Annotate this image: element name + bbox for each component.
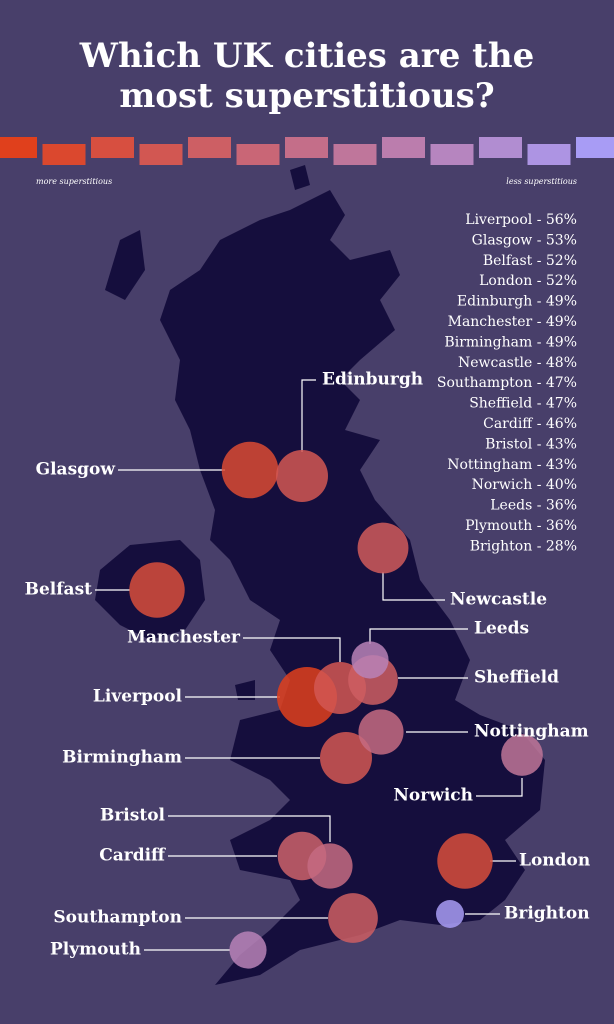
city-label: Leeds — [474, 619, 529, 639]
scale-swatch — [576, 137, 614, 158]
ranking-item: Manchester - 49% — [448, 314, 577, 330]
scale-swatch — [91, 137, 134, 158]
ranking-item: London - 52% — [479, 273, 577, 289]
city-bubble — [501, 734, 543, 776]
scale-swatch — [139, 144, 183, 165]
city-bubble — [221, 441, 279, 499]
scale-swatch — [188, 137, 231, 158]
ranking-item: Norwich - 40% — [472, 477, 577, 493]
ranking-item: Southampton - 47% — [437, 375, 577, 391]
city-bubble — [229, 931, 267, 969]
city-bubble — [276, 450, 328, 502]
ranking-item: Bristol - 43% — [485, 436, 577, 452]
leader-line — [369, 628, 468, 644]
leader-line — [301, 379, 316, 452]
scale-swatch — [285, 137, 328, 158]
scale-swatch — [430, 144, 474, 165]
city-label: Norwich — [393, 786, 473, 806]
city-label: Brighton — [504, 904, 590, 924]
city-bubble — [436, 900, 464, 928]
scale-label: more superstitious — [36, 177, 112, 186]
bubbles — [129, 441, 543, 969]
city-label: Glasgow — [36, 460, 116, 480]
ranking-item: Birmingham - 49% — [444, 334, 577, 350]
city-label: Edinburgh — [322, 370, 423, 390]
city-label: Southampton — [53, 908, 182, 928]
scale-swatch — [0, 137, 37, 158]
city-bubble — [129, 562, 185, 618]
city-bubble — [357, 522, 409, 574]
city-label: Nottingham — [474, 722, 589, 742]
leader-line — [243, 637, 341, 662]
city-label: Newcastle — [450, 590, 547, 610]
city-labels: Liverpool Glasgow Belfast London Edinburgh Ma… — [25, 370, 591, 960]
ranking-item: Cardiff - 46% — [483, 416, 577, 432]
city-bubble — [328, 893, 378, 943]
ranking-item: Leeds - 36% — [490, 498, 577, 514]
city-bubble — [307, 843, 353, 889]
city-label: Sheffield — [474, 668, 559, 688]
city-label: London — [519, 851, 590, 871]
city-bubble — [351, 641, 389, 679]
ranking-item: Glasgow - 53% — [472, 232, 577, 248]
leader-lines — [95, 379, 523, 951]
city-label: Manchester — [127, 628, 241, 648]
scale-swatch — [236, 144, 280, 165]
title: Which UK cities are the — [79, 36, 534, 76]
city-label: Birmingham — [62, 748, 182, 768]
ranking-item: Newcastle - 48% — [458, 355, 577, 371]
color-scale — [0, 137, 614, 165]
city-label: Belfast — [25, 580, 93, 600]
city-label: Plymouth — [50, 940, 141, 960]
scale-swatch — [42, 144, 86, 165]
city-bubble — [320, 732, 372, 784]
ranking-item: Brighton - 28% — [470, 538, 577, 554]
title: most superstitious? — [119, 76, 494, 116]
city-label: Bristol — [100, 806, 166, 826]
city-label: Liverpool — [93, 687, 183, 707]
leader-line — [476, 778, 523, 797]
ranking-list: Liverpool - 56% Glasgow - 53% Belfast - 52… — [437, 212, 577, 554]
scale-label: less superstitious — [506, 177, 577, 186]
ranking-item: Nottingham - 43% — [447, 457, 577, 473]
ranking-item: Liverpool - 56% — [465, 212, 577, 228]
ranking-item: Sheffield - 47% — [469, 396, 577, 412]
city-bubble — [437, 833, 493, 889]
ranking-item: Plymouth - 36% — [465, 518, 577, 534]
city-label: Cardiff — [99, 846, 166, 866]
map — [95, 165, 545, 985]
scale-swatch — [382, 137, 425, 158]
city-bubble — [358, 709, 404, 755]
scale-swatch — [479, 137, 522, 158]
ranking-item: Edinburgh - 49% — [457, 294, 577, 310]
scale-swatch — [527, 144, 571, 165]
leader-line — [168, 815, 331, 842]
leader-line — [382, 572, 445, 601]
ranking-item: Belfast - 52% — [483, 253, 577, 269]
scale-swatch — [333, 144, 377, 165]
